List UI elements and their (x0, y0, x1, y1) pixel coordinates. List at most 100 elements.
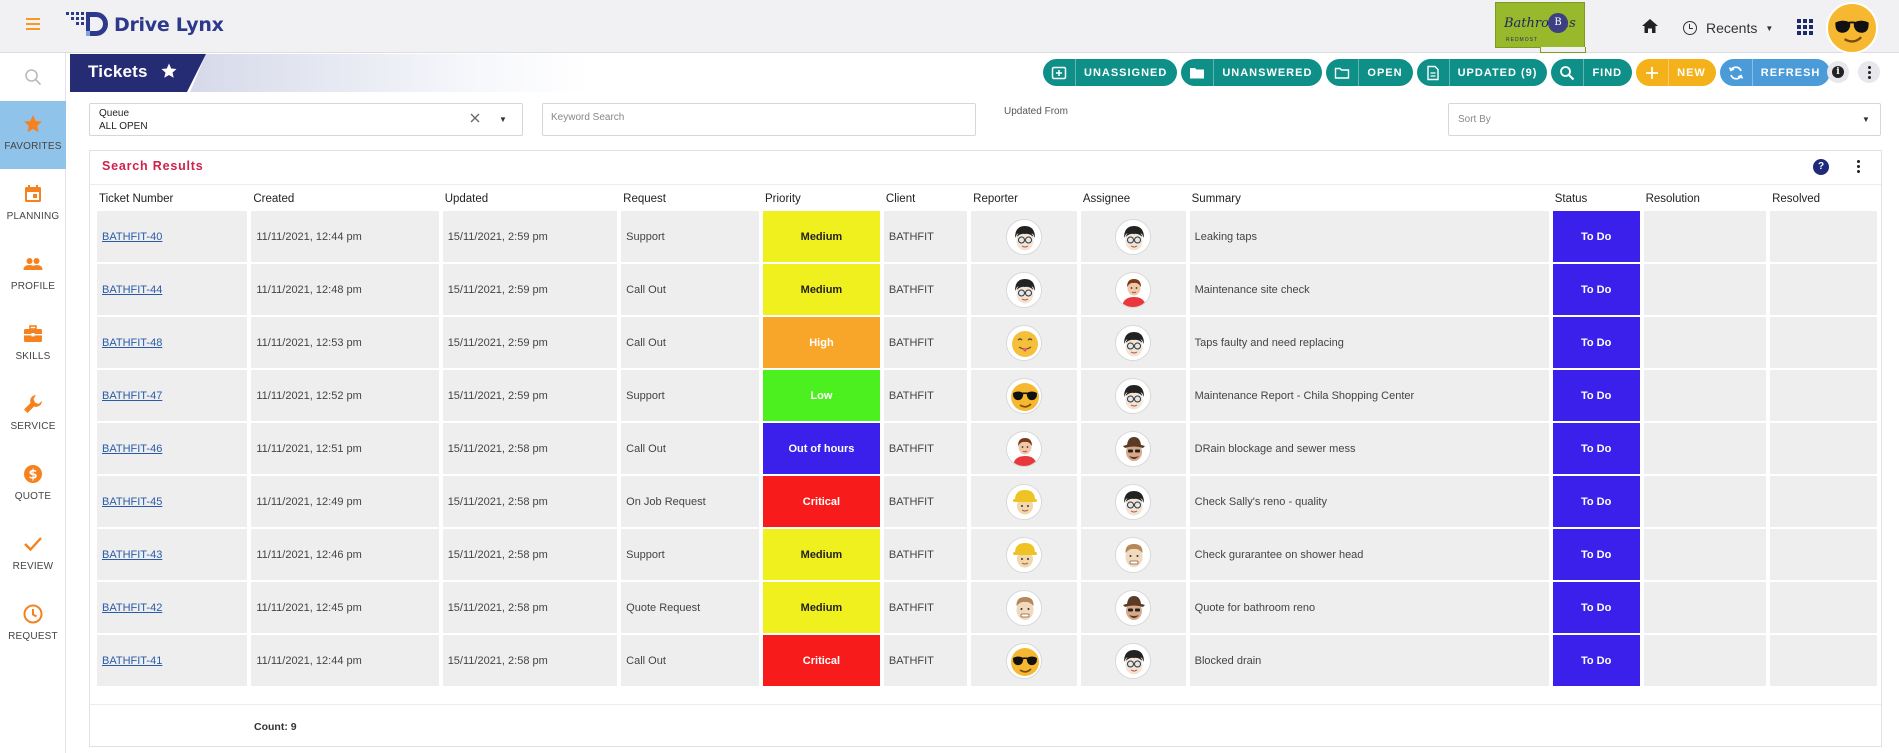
assignee-avatar-glasses-man-icon[interactable] (1115, 324, 1152, 361)
company-brand-badge[interactable]: Bathrooms REDMOST B (1495, 2, 1586, 53)
sort-by-select[interactable]: Sort By ▼ (1448, 103, 1881, 136)
assignee-avatar-glasses-man-icon[interactable] (1115, 642, 1152, 679)
table-row[interactable]: BATHFIT-47 11/11/2021, 12:52 pm 15/11/2021… (97, 370, 1877, 421)
ticket-link[interactable]: BATHFIT-41 (102, 654, 163, 667)
reporter-avatar-cool-emoji-icon[interactable] (1006, 642, 1042, 679)
status-badge: To Do (1552, 370, 1640, 421)
results-more-options-icon[interactable] (1851, 158, 1865, 176)
reporter-avatar-plain-man-icon[interactable] (1006, 589, 1042, 626)
assignee-avatar-glasses-man-icon[interactable] (1115, 218, 1152, 255)
table-row[interactable]: BATHFIT-46 11/11/2021, 12:51 pm 15/11/2021… (97, 423, 1877, 474)
table-row[interactable]: BATHFIT-40 11/11/2021, 12:44 pm 15/11/2021… (97, 211, 1877, 262)
ticket-link[interactable]: BATHFIT-42 (102, 601, 163, 614)
assignee-cell (1080, 529, 1186, 580)
assignee-avatar-red-woman-icon[interactable] (1115, 271, 1152, 308)
ticket-link[interactable]: BATHFIT-46 (102, 442, 163, 455)
user-avatar[interactable] (1826, 2, 1878, 54)
search-icon[interactable] (24, 68, 42, 86)
table-row[interactable]: BATHFIT-41 11/11/2021, 12:44 pm 15/11/2021… (97, 635, 1877, 686)
column-header[interactable]: Reporter (973, 193, 1018, 205)
sidebar-item-favorites[interactable]: FAVORITES (0, 101, 66, 169)
ticket-link[interactable]: BATHFIT-48 (102, 336, 163, 349)
reporter-avatar-red-woman-icon[interactable] (1006, 430, 1042, 467)
table-row[interactable]: BATHFIT-44 11/11/2021, 12:48 pm 15/11/2021… (97, 264, 1877, 315)
favorite-star-icon[interactable] (160, 62, 178, 80)
table-row[interactable]: BATHFIT-45 11/11/2021, 12:49 pm 15/11/2021… (97, 476, 1877, 527)
table-row[interactable]: BATHFIT-42 11/11/2021, 12:45 pm 15/11/2021… (97, 582, 1877, 633)
request-cell: Support (621, 370, 759, 421)
status-badge: To Do (1552, 317, 1640, 368)
assignee-avatar-plain-man-icon[interactable] (1115, 536, 1152, 573)
unassigned-button[interactable]: UNASSIGNED (1043, 59, 1178, 86)
find-button[interactable]: FIND (1551, 59, 1633, 86)
column-header[interactable]: Client (885, 193, 916, 205)
refresh-icon (1728, 65, 1743, 80)
info-button[interactable]: i (1827, 61, 1849, 83)
folder-icon (1190, 67, 1205, 78)
ticket-link[interactable]: BATHFIT-43 (102, 548, 163, 561)
client-cell: BATHFIT (883, 529, 968, 580)
assignee-avatar-hat-man-icon[interactable] (1115, 589, 1152, 626)
reporter-avatar-glasses-man-icon[interactable] (1006, 218, 1042, 255)
table-row[interactable]: BATHFIT-43 11/11/2021, 12:46 pm 15/11/2021… (97, 529, 1877, 580)
clear-icon[interactable] (468, 111, 482, 125)
resolved-cell (1770, 423, 1877, 474)
column-header[interactable]: Ticket Number (99, 193, 174, 205)
chevron-down-icon[interactable]: ▼ (499, 115, 507, 124)
sidebar-item-service[interactable]: SERVICE (0, 381, 66, 449)
keyword-search-field[interactable] (542, 103, 976, 136)
menu-icon[interactable] (22, 15, 44, 35)
ticket-link[interactable]: BATHFIT-44 (102, 283, 163, 296)
sidebar-item-review[interactable]: REVIEW (0, 521, 66, 589)
app-logo[interactable]: Drive Lynx (66, 9, 224, 41)
folder-open-icon (1335, 67, 1350, 79)
sidebar-item-planning[interactable]: PLANNING (0, 171, 66, 239)
sidebar-item-quote[interactable]: $ QUOTE (0, 451, 66, 519)
created-cell: 11/11/2021, 12:51 pm (251, 423, 439, 474)
column-header[interactable]: Summary (1191, 193, 1241, 205)
briefcase-icon (24, 325, 42, 342)
assignee-avatar-glasses-man-icon[interactable] (1115, 377, 1152, 414)
reporter-avatar-tongue-emoji-icon[interactable] (1006, 324, 1042, 361)
unanswered-button[interactable]: UNANSWERED (1181, 59, 1323, 86)
ticket-link[interactable]: BATHFIT-45 (102, 495, 163, 508)
apps-grid-icon[interactable] (1797, 19, 1813, 35)
column-header[interactable]: Assignee (1082, 193, 1131, 205)
recents-menu[interactable]: Recents ▼ (1683, 18, 1773, 38)
brand-badge-tab (1540, 47, 1586, 53)
updated-from-label[interactable]: Updated From (1004, 106, 1068, 117)
reporter-avatar-hardhat-man-icon[interactable] (1006, 483, 1042, 520)
sidebar-item-request[interactable]: REQUEST (0, 591, 66, 659)
column-header[interactable]: Request (623, 193, 667, 205)
more-options-button[interactable] (1858, 61, 1880, 83)
ticket-link[interactable]: BATHFIT-47 (102, 389, 163, 402)
keyword-search-input[interactable] (551, 112, 951, 123)
help-icon[interactable]: ? (1813, 159, 1829, 175)
sidebar-item-skills[interactable]: SKILLS (0, 311, 66, 379)
open-button[interactable]: OPEN (1326, 59, 1413, 86)
search-icon (1560, 65, 1575, 80)
reporter-avatar-cool-emoji-icon[interactable] (1006, 377, 1042, 414)
assignee-avatar-hat-man-icon[interactable] (1115, 430, 1152, 467)
sidebar-item-profile[interactable]: PROFILE (0, 241, 66, 309)
column-header[interactable]: Status (1554, 193, 1588, 205)
assignee-avatar-glasses-man-icon[interactable] (1115, 483, 1152, 520)
column-header[interactable]: Resolution (1645, 193, 1700, 205)
reporter-avatar-glasses-man-icon[interactable] (1006, 271, 1042, 308)
column-header[interactable]: Created (253, 193, 295, 205)
tickets-table: Ticket Number Created Updated Request Pr… (93, 187, 1881, 688)
table-row[interactable]: BATHFIT-48 11/11/2021, 12:53 pm 15/11/2021… (97, 317, 1877, 368)
reporter-avatar-hardhat-man-icon[interactable] (1006, 536, 1042, 573)
column-header[interactable]: Priority (765, 193, 801, 205)
ticket-link[interactable]: BATHFIT-40 (102, 230, 163, 243)
summary-cell: Quote for bathroom reno (1189, 582, 1549, 633)
chevron-down-icon[interactable]: ▼ (1862, 115, 1870, 124)
column-header[interactable]: Updated (444, 193, 489, 205)
client-cell: BATHFIT (883, 211, 968, 262)
new-button[interactable]: NEW (1636, 59, 1716, 86)
queue-select[interactable]: Queue ALL OPEN ▼ (89, 103, 523, 136)
updated-button[interactable]: UPDATED (9) (1416, 59, 1548, 86)
refresh-button[interactable]: REFRESH (1719, 59, 1831, 86)
home-icon[interactable] (1641, 17, 1659, 35)
column-header[interactable]: Resolved (1772, 193, 1821, 205)
